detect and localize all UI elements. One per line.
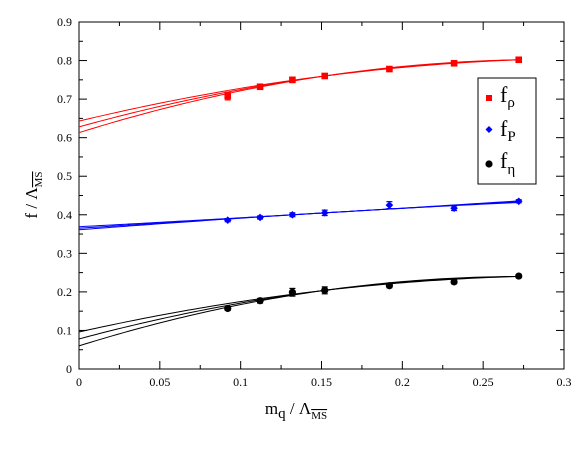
legend: fρ fP fη: [477, 77, 537, 185]
fit-curve-f-rho: [78, 59, 519, 134]
fit-curves: [78, 59, 519, 347]
data-point-diamond: [514, 197, 523, 206]
data-points: [223, 56, 523, 313]
x-tick-label: 0.05: [149, 375, 170, 389]
y-tick-label: 0.8: [57, 54, 72, 68]
y-axis-title: f / ΛMS: [22, 171, 45, 218]
fit-curve-f-eta: [78, 275, 519, 347]
legend-item-f-eta: fη: [485, 148, 515, 178]
data-point-square: [515, 56, 523, 64]
y-tick-label: 0.1: [57, 323, 72, 337]
legend-label-f-rho: fρ: [500, 82, 515, 111]
data-point-square: [289, 76, 296, 84]
data-point-circle: [385, 282, 393, 290]
data-point-diamond: [450, 204, 458, 213]
x-tick-label: 0: [76, 375, 82, 389]
x-tick-label: 0.3: [557, 375, 572, 389]
legend-item-f-p: fP: [485, 116, 516, 145]
data-point-circle: [288, 288, 296, 296]
data-point-circle: [321, 286, 329, 294]
data-point-circle: [515, 272, 523, 280]
fit-curve-f-eta: [78, 275, 519, 340]
x-tick-label: 0.15: [311, 375, 332, 389]
y-tick-label: 0.2: [57, 285, 72, 299]
data-point-circle: [256, 297, 264, 305]
fit-curve-f-eta: [78, 275, 519, 333]
x-axis-title: mq / ΛMS: [265, 399, 327, 422]
y-tick-label: 0.5: [57, 169, 72, 183]
y-tick-label: 0.9: [57, 15, 72, 29]
fit-curve-f-rho: [78, 59, 519, 128]
fit-curve-f-rho: [78, 59, 519, 122]
legend-marker-square: [486, 95, 492, 101]
data-point-circle: [224, 304, 232, 313]
data-point-diamond: [288, 210, 297, 219]
y-tick-label: 0.3: [57, 246, 72, 260]
data-point-square: [450, 59, 458, 67]
axis-ticks: 0 0.05 0.1 0.15 0.2 0.25 0.3 0 0.1 0.2 0.3 0.4 0.5 0.…: [57, 15, 572, 389]
legend-marker-circle: [485, 160, 493, 168]
legend-marker-diamond: [485, 126, 493, 133]
fit-curve-f-p: [78, 200, 519, 228]
data-point-square: [386, 65, 393, 73]
y-tick-label: 0.7: [57, 92, 72, 106]
data-point-diamond: [256, 213, 264, 222]
y-tick-label: 0: [66, 362, 72, 376]
legend-label-f-eta: fη: [500, 148, 515, 178]
data-point-square: [224, 92, 232, 100]
x-tick-label: 0.2: [395, 375, 410, 389]
legend-item-f-rho: fρ: [486, 82, 515, 111]
y-tick-label: 0.4: [57, 208, 72, 222]
data-point-diamond: [385, 201, 394, 209]
x-tick-label: 0.25: [473, 375, 494, 389]
data-point-diamond: [320, 209, 329, 217]
data-point-square: [256, 83, 264, 91]
data-point-circle: [450, 278, 458, 286]
y-tick-label: 0.6: [57, 131, 72, 145]
data-point-square: [321, 72, 329, 80]
data-point-diamond: [223, 216, 232, 224]
x-tick-label: 0.1: [233, 375, 248, 389]
legend-label-f-p: fP: [500, 116, 516, 145]
